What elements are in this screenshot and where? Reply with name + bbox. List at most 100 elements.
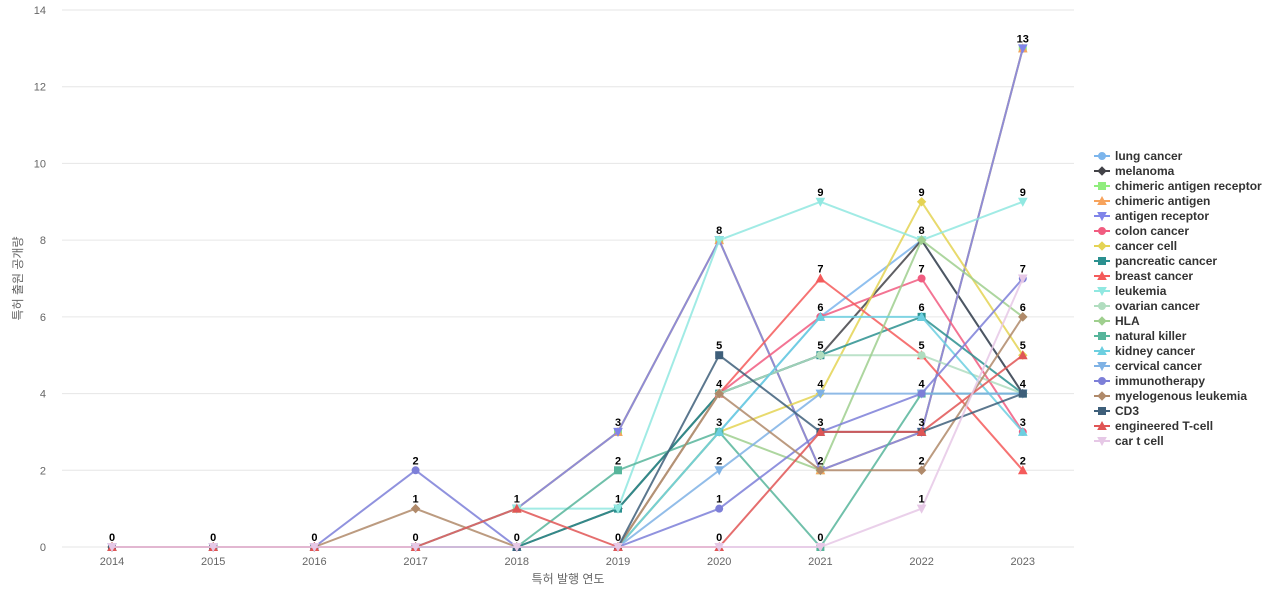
data-label: 2 [615, 455, 621, 467]
legend-item[interactable]: CD3 [1094, 404, 1139, 418]
data-label: 0 [615, 532, 621, 544]
legend-item[interactable]: breast cancer [1094, 269, 1193, 283]
x-axis-title: 특허 발행 연도 [532, 571, 605, 586]
legend-label: breast cancer [1115, 269, 1193, 283]
legend-symbol-marker [1097, 391, 1107, 401]
data-point [410, 503, 421, 514]
legend-item[interactable]: car t cell [1094, 434, 1164, 448]
legend-item[interactable]: HLA [1094, 314, 1140, 328]
series-19 [107, 274, 1028, 553]
legend-label: chimeric antigen [1115, 194, 1210, 208]
data-point [916, 465, 927, 475]
data-label: 7 [1020, 264, 1026, 276]
legend-label: antigen receptor [1115, 209, 1209, 223]
legend-item[interactable]: ovarian cancer [1094, 299, 1200, 313]
data-label: 9 [1020, 187, 1026, 199]
x-tick-label: 2016 [302, 556, 326, 568]
data-label: 4 [1020, 379, 1027, 391]
legend-item[interactable]: engineered T-cell [1094, 419, 1213, 433]
legend-item[interactable]: pancreatic cancer [1094, 254, 1217, 268]
legend-label: natural killer [1115, 329, 1187, 343]
data-point [1017, 274, 1028, 284]
x-tick-label: 2020 [707, 556, 731, 568]
data-point [1017, 426, 1028, 436]
legend-item[interactable]: cancer cell [1094, 239, 1177, 253]
legend-item[interactable]: lung cancer [1094, 149, 1183, 163]
legend-item[interactable]: antigen receptor [1094, 209, 1209, 223]
legend-item[interactable]: colon cancer [1094, 224, 1189, 238]
legend-symbol-marker [1098, 152, 1106, 160]
legend-item[interactable]: chimeric antigen receptor [1094, 179, 1262, 193]
legend-symbol-marker [1098, 257, 1106, 265]
legend-item[interactable]: natural killer [1094, 329, 1187, 343]
data-point [916, 426, 927, 436]
legend-symbol-marker [1097, 166, 1107, 176]
data-label: 3 [919, 417, 925, 429]
data-point [411, 466, 420, 475]
legend-item[interactable]: myelogenous leukemia [1094, 389, 1247, 403]
x-tick-label: 2023 [1011, 556, 1035, 568]
legend-label: cancer cell [1115, 239, 1177, 253]
series-6 [107, 197, 1028, 552]
series-9 [107, 197, 1028, 553]
data-label: 1 [615, 494, 621, 506]
data-label: 0 [109, 532, 115, 544]
data-label: 6 [817, 302, 823, 314]
data-label: 2 [919, 455, 925, 467]
data-point [816, 351, 825, 360]
data-label: 2 [716, 455, 722, 467]
data-label: 0 [514, 532, 520, 544]
legend-item[interactable]: immunotherapy [1094, 374, 1205, 388]
data-point [916, 504, 927, 514]
data-point [1017, 197, 1028, 207]
legend-item[interactable]: kidney cancer [1094, 344, 1195, 358]
data-point [410, 543, 421, 553]
data-label: 9 [919, 187, 925, 199]
data-point [714, 466, 725, 476]
data-label: 0 [210, 532, 216, 544]
data-label: 0 [413, 532, 419, 544]
data-point [815, 426, 826, 436]
data-label: 6 [919, 302, 925, 314]
data-point [714, 543, 725, 553]
data-label: 2 [1020, 455, 1026, 467]
data-label: 3 [716, 417, 722, 429]
data-point [1018, 312, 1028, 322]
series-3 [107, 43, 1028, 551]
y-tick-label: 4 [40, 389, 46, 401]
legend-item[interactable]: melanoma [1094, 164, 1175, 178]
legend-symbol-marker [1098, 182, 1106, 190]
data-label: 1 [413, 494, 419, 506]
legend-symbol-marker [1097, 195, 1107, 205]
y-tick-label: 10 [34, 158, 46, 170]
data-point [208, 543, 219, 553]
y-axis-ticks: 0 2 4 6 8 10 12 14 [34, 5, 46, 554]
legend-label: HLA [1115, 314, 1140, 328]
data-label: 6 [1020, 302, 1026, 314]
y-tick-label: 2 [40, 465, 46, 477]
legend-item[interactable]: chimeric antigen [1094, 194, 1210, 208]
x-tick-label: 2014 [100, 556, 124, 568]
data-point [1017, 350, 1028, 360]
series-line [112, 354, 1024, 548]
data-label: 1 [716, 494, 722, 506]
data-point [1017, 465, 1028, 475]
legend-symbol-marker [1097, 345, 1107, 355]
legend-item[interactable]: cervical cancer [1094, 359, 1202, 373]
data-label: 4 [817, 379, 824, 391]
legend-label: pancreatic cancer [1115, 254, 1217, 268]
series-line [112, 354, 1024, 548]
data-point [917, 274, 926, 283]
data-label: 5 [919, 340, 925, 352]
data-point [511, 503, 522, 513]
legend-label: CD3 [1115, 404, 1139, 418]
data-point [613, 543, 623, 553]
legend-label: immunotherapy [1115, 374, 1205, 388]
legend-label: cervical cancer [1115, 359, 1202, 373]
legend-item[interactable]: leukemia [1094, 284, 1167, 298]
data-label: 1 [919, 494, 925, 506]
data-label: 9 [817, 187, 823, 199]
y-tick-label: 12 [34, 82, 46, 94]
data-point [714, 236, 725, 246]
